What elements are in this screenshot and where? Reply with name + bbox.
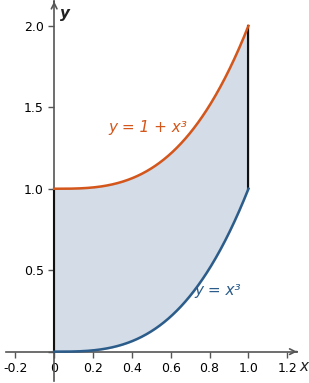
- Text: y: y: [60, 6, 70, 21]
- Text: x: x: [299, 359, 308, 374]
- Text: y = 1 + x³: y = 1 + x³: [108, 120, 188, 135]
- Text: y = x³: y = x³: [194, 283, 241, 298]
